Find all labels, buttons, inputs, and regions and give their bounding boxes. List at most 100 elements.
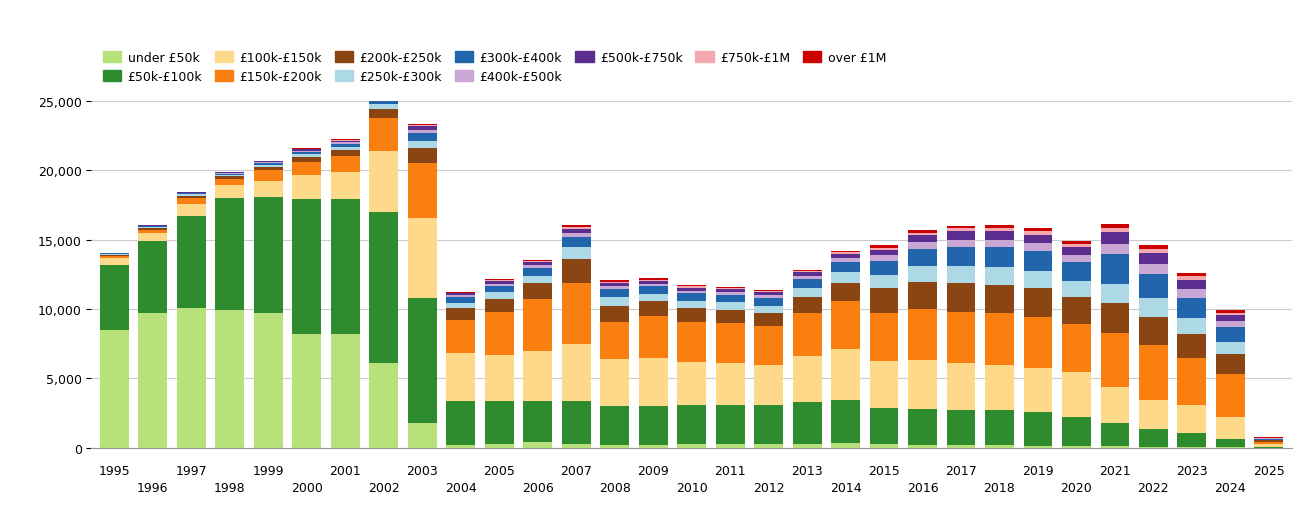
Bar xyxy=(1100,446,1129,448)
Bar xyxy=(523,300,552,351)
Bar xyxy=(408,164,437,218)
Bar xyxy=(369,213,398,363)
Bar xyxy=(1216,322,1245,328)
Text: 2016: 2016 xyxy=(907,481,938,494)
Bar xyxy=(946,267,975,284)
Bar xyxy=(561,444,591,448)
Bar xyxy=(561,283,591,344)
Bar xyxy=(331,151,360,157)
Bar xyxy=(561,401,591,444)
Bar xyxy=(831,251,860,253)
Bar xyxy=(677,405,706,444)
Bar xyxy=(485,281,514,284)
Bar xyxy=(869,246,898,248)
Bar xyxy=(869,408,898,444)
Bar xyxy=(946,232,975,240)
Bar xyxy=(215,173,244,174)
Bar xyxy=(292,150,321,151)
Bar xyxy=(1100,423,1129,446)
Bar xyxy=(908,445,937,448)
Bar xyxy=(908,234,937,236)
Text: 2009: 2009 xyxy=(637,465,669,477)
Bar xyxy=(408,134,437,142)
Bar xyxy=(908,243,937,249)
Bar xyxy=(754,296,783,298)
Bar xyxy=(1023,289,1052,317)
Bar xyxy=(292,334,321,448)
Bar xyxy=(985,268,1014,285)
Bar xyxy=(1216,342,1245,354)
Bar xyxy=(485,312,514,355)
Bar xyxy=(869,256,898,261)
Bar xyxy=(100,255,129,257)
Bar xyxy=(1023,251,1052,271)
Bar xyxy=(1177,433,1206,447)
Bar xyxy=(677,309,706,322)
Bar xyxy=(1100,255,1129,285)
Bar xyxy=(985,365,1014,411)
Bar xyxy=(254,171,283,181)
Bar xyxy=(638,284,668,287)
Bar xyxy=(254,163,283,164)
Bar xyxy=(408,298,437,423)
Bar xyxy=(600,359,629,406)
Bar xyxy=(908,249,937,267)
Bar xyxy=(215,199,244,311)
Bar xyxy=(446,296,475,298)
Bar xyxy=(177,308,206,448)
Text: 2021: 2021 xyxy=(1099,465,1130,477)
Bar xyxy=(985,314,1014,365)
Bar xyxy=(369,99,398,101)
Bar xyxy=(600,306,629,322)
Bar xyxy=(1100,224,1129,229)
Bar xyxy=(600,284,629,287)
Bar xyxy=(908,231,937,234)
Bar xyxy=(600,322,629,359)
Bar xyxy=(1177,334,1206,358)
Bar xyxy=(177,205,206,217)
Bar xyxy=(1216,354,1245,374)
Bar xyxy=(985,411,1014,445)
Bar xyxy=(754,291,783,292)
Bar xyxy=(215,174,244,175)
Bar xyxy=(1216,328,1245,342)
Bar xyxy=(985,225,1014,229)
Bar xyxy=(754,365,783,406)
Bar xyxy=(1062,324,1091,373)
Bar xyxy=(331,140,360,142)
Bar xyxy=(1023,446,1052,448)
Bar xyxy=(677,322,706,362)
Bar xyxy=(754,298,783,306)
Bar xyxy=(138,242,167,314)
Bar xyxy=(1177,318,1206,334)
Bar xyxy=(369,101,398,105)
Bar xyxy=(1254,440,1283,442)
Bar xyxy=(292,200,321,334)
Text: 2017: 2017 xyxy=(945,465,977,477)
Text: 2005: 2005 xyxy=(483,465,515,477)
Bar xyxy=(600,282,629,284)
Bar xyxy=(100,330,129,448)
Bar xyxy=(792,276,822,280)
Bar xyxy=(408,127,437,130)
Bar xyxy=(138,227,167,228)
Bar xyxy=(754,327,783,365)
Bar xyxy=(638,294,668,302)
Bar xyxy=(254,164,283,165)
Bar xyxy=(638,358,668,406)
Text: 2008: 2008 xyxy=(599,481,630,494)
Text: 2024: 2024 xyxy=(1215,481,1246,494)
Bar xyxy=(292,163,321,176)
Bar xyxy=(869,248,898,250)
Bar xyxy=(1062,373,1091,417)
Bar xyxy=(908,309,937,361)
Bar xyxy=(677,291,706,294)
Bar xyxy=(985,445,1014,448)
Bar xyxy=(754,293,783,296)
Bar xyxy=(985,229,1014,232)
Bar xyxy=(985,285,1014,314)
Bar xyxy=(792,273,822,276)
Text: 2002: 2002 xyxy=(368,481,399,494)
Bar xyxy=(369,119,398,152)
Text: 2020: 2020 xyxy=(1061,481,1092,494)
